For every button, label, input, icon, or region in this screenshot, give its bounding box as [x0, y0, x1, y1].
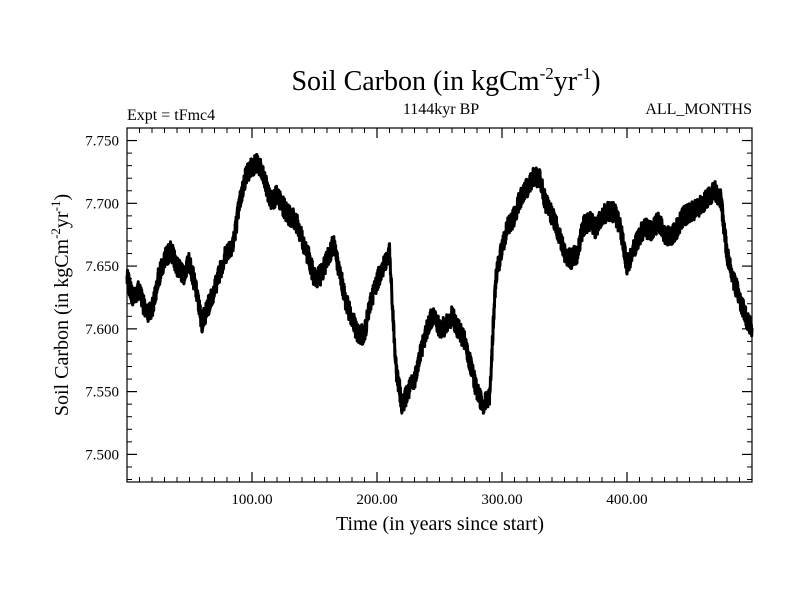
y-tick-label: 7.750	[85, 134, 119, 150]
chart-title-end: )	[591, 66, 600, 97]
y-axis-label: Soil Carbon (in kgCm-2yr-1)	[48, 194, 73, 416]
y-axis-label-sup2: -1	[48, 201, 63, 212]
x-tick-label: 200.00	[356, 492, 397, 508]
x-tick-label: 400.00	[606, 492, 647, 508]
y-tick-label: 7.550	[85, 385, 119, 401]
x-tick-label: 100.00	[231, 492, 272, 508]
plot-frame	[126, 127, 753, 483]
chart-title-sup1: -2	[540, 64, 554, 83]
y-tick-label: 7.650	[85, 259, 119, 275]
x-axis-label: Time (in years since start)	[336, 513, 544, 535]
soil-carbon-series-line	[125, 153, 754, 415]
y-axis-label-end: )	[51, 194, 73, 201]
subtitle-left: Expt = tFmc4	[127, 107, 215, 124]
y-tick-label: 7.500	[85, 447, 119, 463]
axis-ticks: 100.00 200.00 300.00 400.00 7.500 7.550 7.600 7…	[85, 127, 752, 508]
y-axis-label-sup1: -2	[48, 228, 63, 239]
chart-title-base: Soil Carbon (in kgCm	[291, 66, 539, 97]
x-tick-label: 300.00	[481, 492, 522, 508]
subtitle-center: 1144kyr BP	[403, 101, 479, 118]
chart-title-sup2: -1	[577, 64, 591, 83]
y-axis-label-base: Soil Carbon (in kgCm	[51, 238, 73, 416]
y-tick-label: 7.700	[85, 196, 119, 212]
subtitle-right: ALL_MONTHS	[645, 101, 752, 118]
chart-title-mid: yr	[554, 66, 578, 97]
y-tick-label: 7.600	[85, 322, 119, 338]
chart-title: Soil Carbon (in kgCm-2yr-1)	[291, 64, 600, 97]
y-axis-label-mid: yr	[51, 211, 73, 228]
